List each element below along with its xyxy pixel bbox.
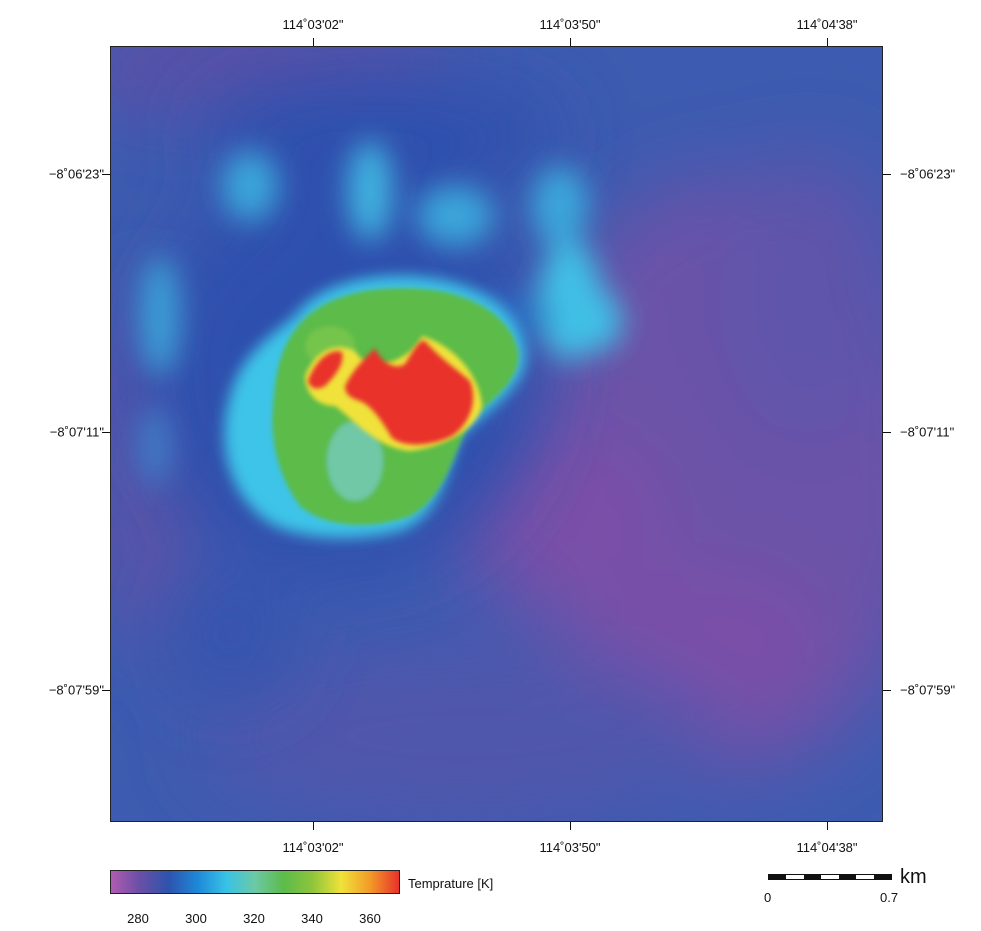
colorbar-tick-label: 360 <box>359 911 381 926</box>
top-tick <box>313 38 314 46</box>
temperature-colorbar <box>110 870 400 894</box>
left-tick <box>102 690 110 691</box>
colorbar-tick-label: 340 <box>301 911 323 926</box>
scale-bar-max-label: 0.7 <box>880 890 899 905</box>
thermal-map[interactable] <box>110 46 883 822</box>
top-lon-label-2: 114˚03'50" <box>539 17 601 32</box>
bottom-tick <box>313 822 314 830</box>
right-tick <box>883 690 891 691</box>
colorbar-tick-label: 280 <box>127 911 149 926</box>
bottom-lon-label-2: 114˚03'50" <box>539 840 601 855</box>
bottom-tick <box>827 822 828 830</box>
right-lat-label-3: −8˚07'59" <box>900 682 956 698</box>
right-tick <box>883 174 891 175</box>
hotspot-lava <box>308 340 474 445</box>
top-lon-label-1: 114˚03'02" <box>282 17 344 32</box>
bottom-lon-label-3: 114˚04'38" <box>796 840 858 855</box>
scale-bar-unit: km <box>900 866 927 888</box>
left-tick <box>102 432 110 433</box>
right-lat-label-2: −8˚07'11" <box>900 424 955 440</box>
scale-bar-min-label: 0 <box>764 890 772 905</box>
top-lon-label-3: 114˚04'38" <box>796 17 858 32</box>
warm-streaks <box>140 141 622 486</box>
colorbar-tick-label: 320 <box>243 911 265 926</box>
colorbar-title: Temprature [K] <box>408 876 494 891</box>
right-tick <box>883 432 891 433</box>
left-lat-label-3: −8˚07'59" <box>48 682 104 698</box>
left-tick <box>102 174 110 175</box>
left-lat-label-1: −8˚06'23" <box>48 166 104 182</box>
colorbar-tick-label: 300 <box>185 911 207 926</box>
thermal-map-graphic <box>110 46 883 822</box>
bottom-lon-label-1: 114˚03'02" <box>282 840 344 855</box>
scale-bar <box>768 874 892 880</box>
top-tick <box>570 38 571 46</box>
bottom-tick <box>570 822 571 830</box>
left-lat-label-2: −8˚07'11" <box>49 424 104 440</box>
right-lat-label-1: −8˚06'23" <box>900 166 956 182</box>
top-tick <box>827 38 828 46</box>
map-border <box>110 46 883 822</box>
